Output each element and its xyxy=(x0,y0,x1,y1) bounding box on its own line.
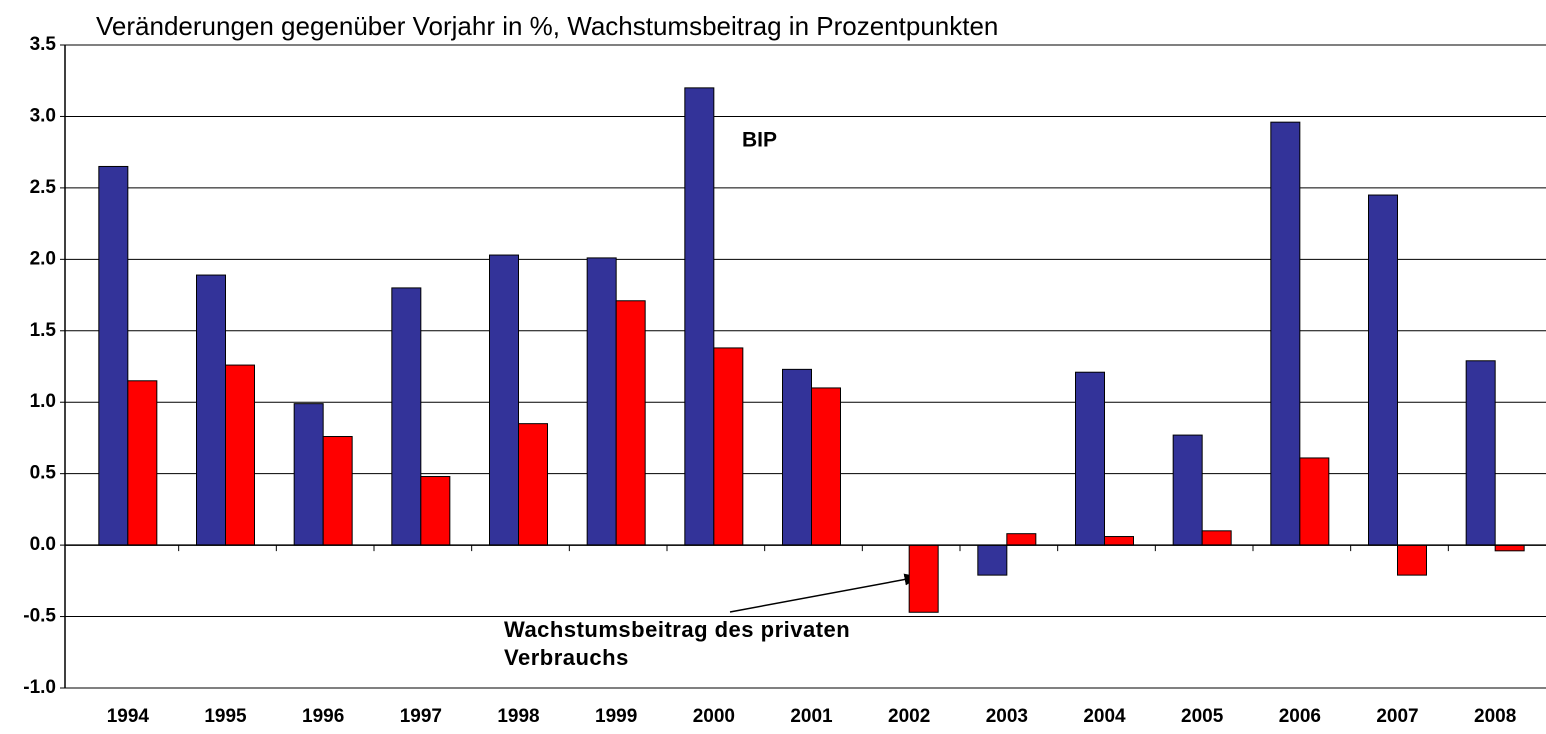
bar xyxy=(98,165,129,546)
bar xyxy=(713,347,744,546)
bar xyxy=(293,403,324,546)
bar xyxy=(127,380,158,546)
bar xyxy=(196,274,226,546)
y-tick-label: 3.5 xyxy=(30,34,57,55)
y-tick-label: -1.0 xyxy=(23,677,56,698)
bar xyxy=(1270,121,1301,546)
bar xyxy=(225,364,255,546)
y-tick-label: -0.5 xyxy=(23,606,56,627)
bar xyxy=(1201,530,1232,546)
bar xyxy=(1368,194,1398,546)
bar xyxy=(811,387,841,546)
x-tick-label: 2004 xyxy=(1083,706,1126,727)
x-tick-label: 1997 xyxy=(400,706,442,727)
bar xyxy=(1172,434,1203,546)
bar xyxy=(782,368,812,546)
bar xyxy=(420,476,451,546)
bar xyxy=(1465,360,1496,546)
bar xyxy=(489,254,519,546)
x-tick-label: 2007 xyxy=(1376,706,1418,727)
x-tick-label: 2005 xyxy=(1181,706,1224,727)
y-tick-label: 0.5 xyxy=(30,463,57,484)
x-tick-label: 2002 xyxy=(888,706,930,727)
bar xyxy=(684,87,715,546)
x-tick-label: 2006 xyxy=(1279,706,1321,727)
chart-title: Veränderungen gegenüber Vorjahr in %, Wa… xyxy=(96,11,998,41)
bar xyxy=(1006,533,1037,546)
x-tick-label: 1998 xyxy=(497,706,539,727)
bar xyxy=(1299,457,1330,546)
bar xyxy=(615,300,646,546)
x-tick-label: 1995 xyxy=(204,706,247,727)
x-tick-label: 2000 xyxy=(693,706,735,727)
annotation-arrow xyxy=(729,573,920,613)
x-tick-label: 2008 xyxy=(1474,706,1516,727)
bar xyxy=(977,544,1008,576)
bar xyxy=(1494,544,1525,552)
y-tick-label: 2.0 xyxy=(30,248,56,269)
bar xyxy=(908,544,939,613)
bar xyxy=(1075,371,1105,546)
y-tick-label: 1.5 xyxy=(30,320,57,341)
bar xyxy=(1397,544,1427,576)
x-tick-label: 1999 xyxy=(595,706,637,727)
bar xyxy=(391,287,422,546)
x-tick-label: 1996 xyxy=(302,706,344,727)
y-tick-label: 3.0 xyxy=(30,105,56,126)
y-tick-label: 2.5 xyxy=(30,177,57,198)
series-annotation: BIP xyxy=(742,129,777,152)
y-tick-label: 1.0 xyxy=(30,391,56,412)
bar xyxy=(518,423,548,546)
x-tick-label: 2001 xyxy=(790,706,833,727)
bar xyxy=(322,436,353,546)
bar xyxy=(1104,536,1134,546)
x-tick-label: 2003 xyxy=(986,706,1028,727)
y-tick-label: 0.0 xyxy=(30,534,56,555)
x-tick-label: 1994 xyxy=(107,706,150,727)
series-annotation: Wachstumsbeitrag des privaten Verbrauchs xyxy=(504,617,851,670)
bar xyxy=(586,257,617,546)
